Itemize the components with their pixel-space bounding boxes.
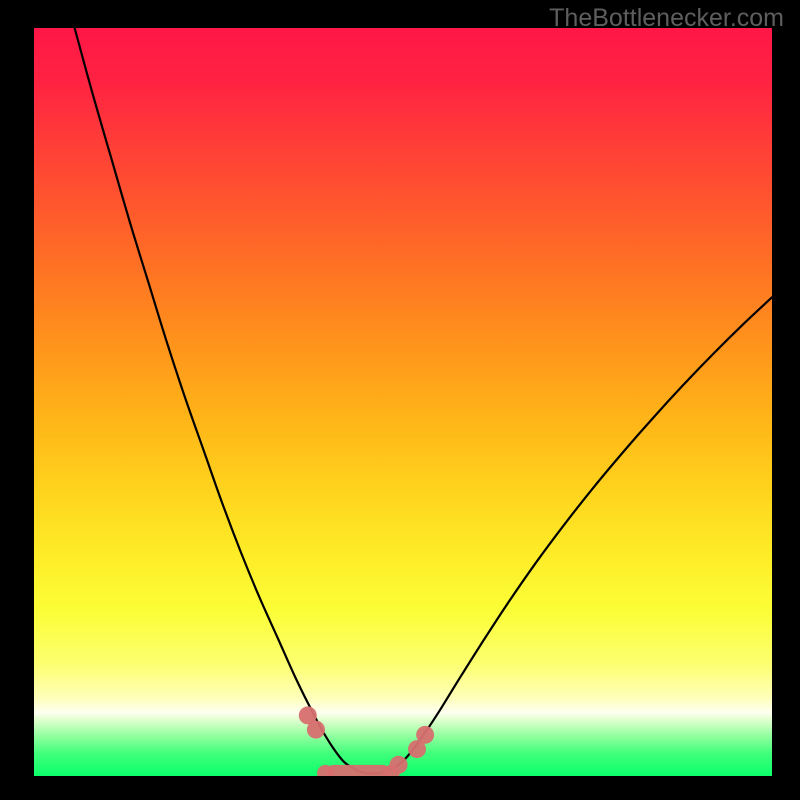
outer-frame (0, 0, 800, 800)
plot-area (34, 28, 772, 776)
data-point-marker (416, 726, 434, 744)
valley-bar-marker (326, 765, 392, 776)
curve_right (370, 297, 772, 773)
curve-layer (34, 28, 772, 776)
data-point-marker (307, 721, 325, 739)
watermark-text: TheBottlenecker.com (549, 4, 784, 33)
data-point-marker (390, 756, 408, 774)
curve_left (75, 28, 370, 773)
